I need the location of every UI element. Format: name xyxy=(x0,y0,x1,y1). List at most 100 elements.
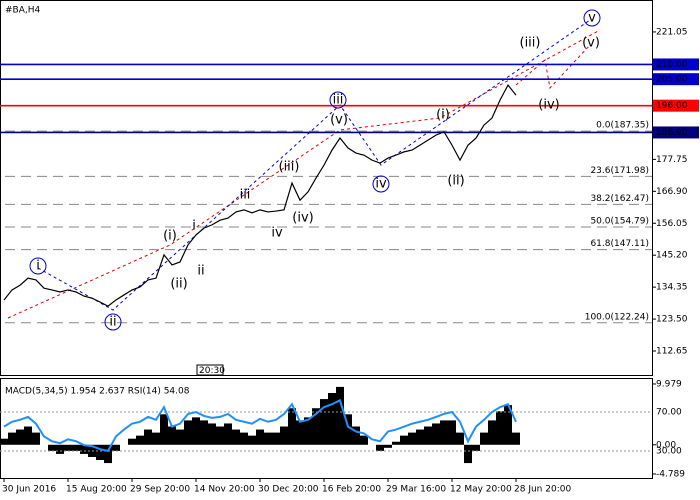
macd-bar xyxy=(192,417,200,445)
macd-bar xyxy=(240,432,248,445)
macd-bar xyxy=(440,420,448,445)
wave-label: iii xyxy=(240,188,251,203)
x-tick-label: 29 Sep 20:00 xyxy=(130,485,190,495)
macd-bar xyxy=(344,414,352,445)
macd-bar xyxy=(184,420,192,445)
x-tick-label: 29 Mar 16:00 xyxy=(386,485,446,495)
macd-bar xyxy=(392,441,400,445)
wave-label: iv xyxy=(375,177,387,192)
macd-bar xyxy=(312,408,320,445)
fib-label: 61.8(147.11) xyxy=(590,239,649,249)
wave-label: (ii) xyxy=(447,174,464,189)
y-tick-label: 123.50 xyxy=(656,315,688,325)
macd-bar xyxy=(376,444,384,451)
wave-label: (ii) xyxy=(170,277,187,292)
time-box-label: 20:30 xyxy=(199,366,225,376)
macd-bar xyxy=(72,444,80,451)
y-tick-label: 145.20 xyxy=(656,251,688,261)
x-tick-label: 30 Jun 2016 xyxy=(2,485,56,495)
rsi-tick-label: 70.00 xyxy=(656,408,682,418)
wave-circle xyxy=(329,91,347,109)
wave-circle xyxy=(104,313,122,331)
time-box xyxy=(196,364,224,376)
chart-title: #BA,H4 xyxy=(5,6,41,16)
wave-label: (v) xyxy=(582,36,600,51)
macd-bar xyxy=(96,444,104,461)
macd-bar xyxy=(128,438,136,445)
macd-bar xyxy=(216,426,224,445)
macd-bar xyxy=(224,423,232,445)
macd-bar xyxy=(472,444,480,451)
macd-bar xyxy=(424,426,432,445)
level-tag xyxy=(653,126,699,139)
macd-bar xyxy=(104,444,112,464)
macd-bar xyxy=(464,444,472,464)
macd-bar xyxy=(328,392,336,445)
wave-label: (iii) xyxy=(520,36,541,51)
macd-bar xyxy=(168,426,176,445)
macd-bar xyxy=(0,438,8,445)
macd-bar xyxy=(296,420,304,445)
wave-circle xyxy=(372,175,390,193)
macd-bar xyxy=(432,423,440,445)
macd-bar xyxy=(320,399,328,445)
macd-tick-label: 9.979 xyxy=(656,379,682,389)
macd-bar xyxy=(272,432,280,445)
wave-label: (i) xyxy=(163,229,177,244)
macd-bar xyxy=(288,408,296,445)
macd-bar xyxy=(496,411,504,445)
wave-projection xyxy=(515,44,591,90)
macd-bar xyxy=(144,429,152,445)
macd-bar xyxy=(384,444,392,448)
level-tag xyxy=(653,73,699,86)
macd-bar xyxy=(200,420,208,445)
y-tick-label: 112.65 xyxy=(656,347,688,357)
macd-bar xyxy=(32,432,40,445)
macd-bar xyxy=(352,426,360,445)
macd-bar xyxy=(152,432,160,445)
macd-bar xyxy=(16,429,24,445)
level-tag xyxy=(653,58,699,71)
fib-label: 0.0(187.35) xyxy=(596,121,649,131)
macd-bar xyxy=(248,435,256,445)
indicator-label: MACD(5,34,5) 1.954 2.637 RSI(14) 54.08 xyxy=(5,387,190,397)
macd-bar xyxy=(24,426,32,445)
x-tick-label: 12 May 20:00 xyxy=(450,485,512,495)
macd-bar xyxy=(336,386,344,445)
wave-label: (i) xyxy=(436,108,450,123)
fib-label: 100.0(122.24) xyxy=(585,312,649,322)
price-line xyxy=(3,83,517,307)
wave-label: i xyxy=(192,219,196,234)
wave-label: v xyxy=(588,11,596,26)
level-label: 205.00 xyxy=(656,75,688,85)
macd-bar xyxy=(480,432,488,445)
macd-bar xyxy=(360,435,368,445)
wave-label: (iv) xyxy=(292,211,313,226)
trend-line xyxy=(37,19,591,311)
rsi-tick-label: 30.00 xyxy=(656,447,682,457)
wave-circle xyxy=(583,9,601,27)
level-label: 210.00 xyxy=(656,60,688,70)
macd-bar xyxy=(280,426,288,445)
macd-bar xyxy=(136,435,144,445)
fib-label: 50.0(154.79) xyxy=(590,216,649,226)
macd-bar xyxy=(448,420,456,445)
macd-bar xyxy=(304,417,312,445)
level-label: 196.00 xyxy=(656,101,688,111)
x-tick-label: 16 Feb 20:00 xyxy=(322,485,381,495)
level-label: 186.90 xyxy=(656,128,688,138)
macd-bar xyxy=(504,405,512,445)
macd-bar xyxy=(512,432,520,445)
macd-bar xyxy=(176,429,184,445)
wave-label: i xyxy=(36,259,40,274)
macd-bar xyxy=(456,432,464,445)
y-tick-label: 166.90 xyxy=(656,187,688,197)
macd-tick-label: 0.00 xyxy=(656,440,676,450)
macd-bar xyxy=(400,435,408,445)
wave-label: iii xyxy=(333,93,344,108)
wave-label: (v) xyxy=(330,113,348,128)
wave-label: (iv) xyxy=(538,98,559,113)
wave-label: ii xyxy=(197,264,204,279)
macd-bar xyxy=(416,429,424,445)
